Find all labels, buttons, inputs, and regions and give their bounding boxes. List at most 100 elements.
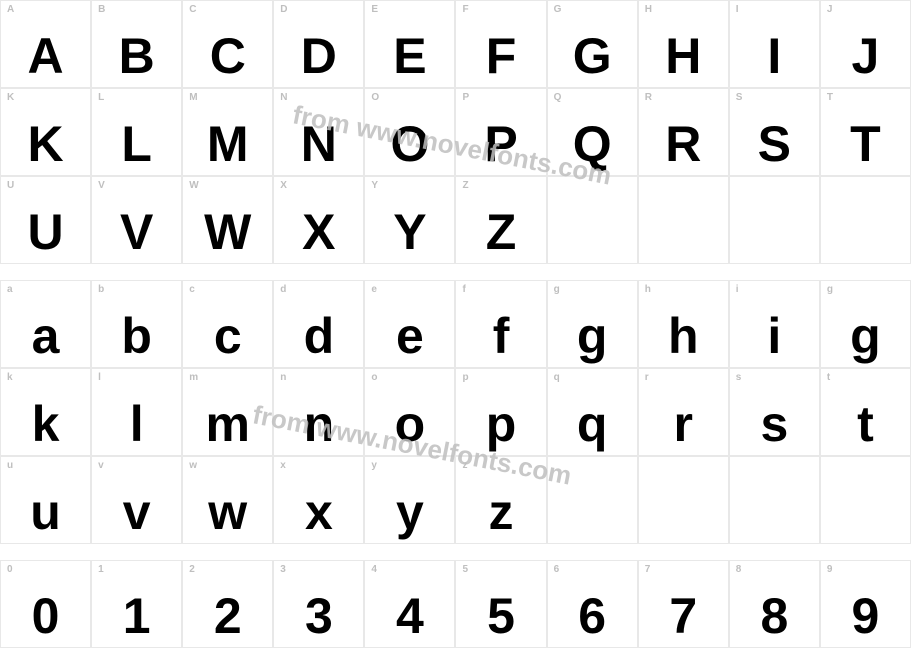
glyph-label: g [827,284,833,295]
glyph-cell: nn [273,368,364,456]
glyph-label: f [462,284,466,295]
glyph-char: f [456,311,545,361]
glyph-cell: FF [455,0,546,88]
glyph-label: 0 [7,564,13,575]
glyph-label: q [554,372,560,383]
glyph-label: D [280,4,288,15]
glyph-cell: UU [0,176,91,264]
glyph-cell: GG [547,0,638,88]
glyph-cell: yy [364,456,455,544]
glyph-cell: uu [0,456,91,544]
glyph-label: w [189,460,197,471]
glyph-cell: 77 [638,560,729,648]
glyph-cell [820,456,911,544]
glyph-char: C [183,31,272,81]
glyph-char: w [183,487,272,537]
glyph-label: X [280,180,287,191]
glyph-cell: gg [820,280,911,368]
glyph-cell: DD [273,0,364,88]
glyph-cell: ZZ [455,176,546,264]
glyph-cell: ff [455,280,546,368]
glyph-cell: mm [182,368,273,456]
glyph-char: v [92,487,181,537]
glyph-cell: YY [364,176,455,264]
glyph-char: W [183,207,272,257]
glyph-cell: KK [0,88,91,176]
glyph-char: U [1,207,90,257]
glyph-char: x [274,487,363,537]
glyph-char: E [365,31,454,81]
glyph-cell: gg [547,280,638,368]
glyph-cell: RR [638,88,729,176]
glyph-char: 1 [92,591,181,641]
glyph-char: g [821,311,910,361]
glyph-label: c [189,284,195,295]
glyph-cell: XX [273,176,364,264]
glyph-label: A [7,4,15,15]
glyph-label: S [736,92,743,103]
glyph-char: J [821,31,910,81]
glyph-cell: qq [547,368,638,456]
glyph-section-uppercase: AABBCCDDEEFFGGHHIIJJKKLLMMNNOOPPQQRRSSTT… [0,0,911,264]
glyph-label: n [280,372,286,383]
glyph-cell: OO [364,88,455,176]
glyph-cell: EE [364,0,455,88]
glyph-label: 9 [827,564,833,575]
glyph-cell [820,176,911,264]
glyph-label: m [189,372,198,383]
glyph-char: n [274,399,363,449]
glyph-label: 2 [189,564,195,575]
glyph-cell: PP [455,88,546,176]
glyph-label: R [645,92,653,103]
glyph-cell [547,176,638,264]
glyph-label: T [827,92,833,103]
glyph-char: I [730,31,819,81]
glyph-cell: tt [820,368,911,456]
glyph-cell: 33 [273,560,364,648]
glyph-char: B [92,31,181,81]
glyph-char: 3 [274,591,363,641]
glyph-cell: bb [91,280,182,368]
glyph-cell: ii [729,280,820,368]
glyph-label: u [7,460,13,471]
glyph-char: k [1,399,90,449]
glyph-cell: xx [273,456,364,544]
glyph-char: p [456,399,545,449]
glyph-char: D [274,31,363,81]
glyph-char: O [365,119,454,169]
glyph-char: 5 [456,591,545,641]
glyph-cell: ss [729,368,820,456]
glyph-label: U [7,180,15,191]
glyph-cell: BB [91,0,182,88]
glyph-char: Z [456,207,545,257]
glyph-cell: vv [91,456,182,544]
glyph-char: s [730,399,819,449]
glyph-cell: cc [182,280,273,368]
glyph-char: 4 [365,591,454,641]
glyph-label: L [98,92,104,103]
glyph-char: u [1,487,90,537]
glyph-cell: hh [638,280,729,368]
glyph-cell: 44 [364,560,455,648]
glyph-char: P [456,119,545,169]
glyph-cell: oo [364,368,455,456]
glyph-cell [729,176,820,264]
glyph-label: o [371,372,377,383]
glyph-label: P [462,92,469,103]
glyph-cell: II [729,0,820,88]
glyph-cell: VV [91,176,182,264]
glyph-label: d [280,284,286,295]
glyph-label: r [645,372,649,383]
glyph-char: L [92,119,181,169]
glyph-label: Y [371,180,378,191]
glyph-cell: CC [182,0,273,88]
glyph-char: e [365,311,454,361]
glyph-cell: zz [455,456,546,544]
glyph-cell: SS [729,88,820,176]
glyph-label: b [98,284,104,295]
glyph-char: M [183,119,272,169]
glyph-cell: 22 [182,560,273,648]
glyph-char: G [548,31,637,81]
glyph-label: 8 [736,564,742,575]
glyph-cell: ll [91,368,182,456]
